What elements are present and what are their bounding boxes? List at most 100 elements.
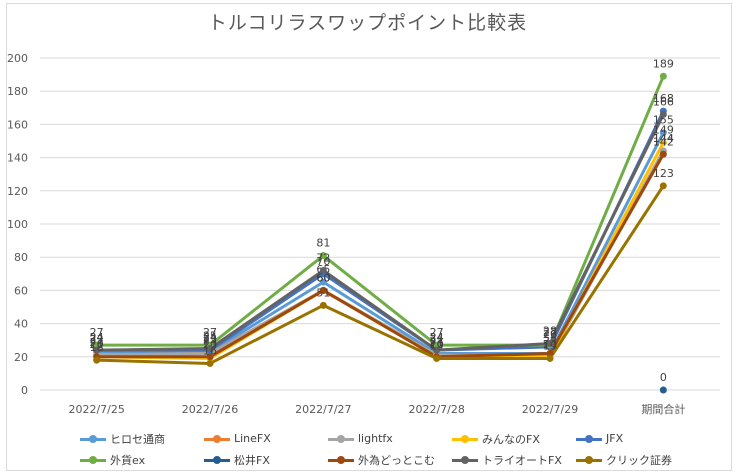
data-label: 20 <box>203 338 217 351</box>
legend-label: lightfx <box>358 432 393 445</box>
data-point[interactable] <box>659 182 667 190</box>
data-point[interactable] <box>93 356 101 364</box>
data-point[interactable] <box>319 278 327 286</box>
legend-swatch <box>576 455 602 465</box>
x-tick-label: 期間合計 <box>641 402 685 416</box>
legend-label: JFX <box>606 432 624 445</box>
data-point[interactable] <box>206 353 214 361</box>
data-point[interactable] <box>546 354 554 362</box>
y-tick-label: 20 <box>14 351 28 364</box>
data-label: 72 <box>316 251 330 264</box>
data-point[interactable] <box>93 346 101 354</box>
y-tick-label: 80 <box>14 251 28 264</box>
data-label: 51 <box>316 286 330 299</box>
series-line <box>96 75 665 347</box>
data-label: 123 <box>653 167 674 180</box>
legend-item[interactable]: JFX <box>576 432 700 445</box>
data-label: 60 <box>316 271 330 284</box>
legend-item[interactable]: みんなのFX <box>452 431 576 447</box>
data-point[interactable] <box>319 252 327 260</box>
data-label: 22 <box>203 334 217 347</box>
data-point[interactable] <box>433 341 441 349</box>
data-label: 27 <box>543 326 557 339</box>
legend-item[interactable]: 外為どっとこむ <box>328 452 452 468</box>
x-tick-label: 2022/7/27 <box>295 403 351 416</box>
legend-item[interactable]: トライオートFX <box>452 452 576 468</box>
data-label: 25 <box>203 330 217 343</box>
legend-label: 外為どっとこむ <box>358 453 435 467</box>
legend-item[interactable]: 松井FX <box>204 452 328 468</box>
data-label: 19 <box>543 339 557 352</box>
legend-item[interactable]: LineFX <box>204 432 328 445</box>
data-label: 24 <box>430 331 444 344</box>
series-line <box>96 153 665 359</box>
legend-row: ヒロセ通商 LineFX lightfx みんなのFX JFX <box>80 428 720 449</box>
y-tick-label: 200 <box>7 52 28 65</box>
data-label: 24 <box>90 331 104 344</box>
data-label: 23 <box>203 333 217 346</box>
data-point[interactable] <box>659 150 667 158</box>
y-tick-label: 120 <box>7 185 28 198</box>
data-label: 142 <box>653 135 674 148</box>
data-point[interactable] <box>659 139 667 147</box>
x-tick-label: 2022/7/28 <box>408 403 464 416</box>
data-point[interactable] <box>659 110 667 118</box>
legend-item[interactable]: ヒロセ通商 <box>80 431 204 447</box>
series-line <box>96 141 665 360</box>
data-point[interactable] <box>659 386 667 394</box>
legend-swatch <box>452 434 478 444</box>
legend-swatch <box>328 434 354 444</box>
data-point[interactable] <box>546 340 554 348</box>
legend-swatch <box>80 434 106 444</box>
data-label: 60 <box>316 271 330 284</box>
data-point[interactable] <box>319 286 327 294</box>
data-label: 168 <box>653 92 674 105</box>
series-line <box>96 150 665 359</box>
y-tick-label: 140 <box>7 152 28 165</box>
y-tick-label: 0 <box>21 384 28 397</box>
legend-label: 松井FX <box>234 453 270 467</box>
data-label: 18 <box>90 341 104 354</box>
legend-swatch <box>204 455 230 465</box>
legend-item[interactable]: クリック証券 <box>576 452 700 468</box>
y-tick-label: 100 <box>7 218 28 231</box>
legend-swatch <box>576 434 602 444</box>
data-point[interactable] <box>659 129 667 137</box>
legend-row: 外貨ex 松井FX 外為どっとこむ トライオートFX クリック証券 <box>80 449 720 470</box>
data-point[interactable] <box>206 345 214 352</box>
legend-swatch <box>328 455 354 465</box>
series-line <box>96 184 665 365</box>
data-label: 60 <box>316 271 330 284</box>
y-tick-label: 180 <box>7 85 28 98</box>
data-point[interactable] <box>206 359 214 367</box>
x-tick-label: 2022/7/25 <box>68 403 124 416</box>
legend-item[interactable]: 外貨ex <box>80 452 204 468</box>
data-label: 22 <box>430 334 444 347</box>
y-tick-label: 60 <box>14 284 28 297</box>
data-label: 24 <box>430 331 444 344</box>
legend-label: みんなのFX <box>482 432 540 446</box>
x-tick-label: 2022/7/29 <box>522 403 578 416</box>
data-label: 24 <box>203 331 217 344</box>
data-point[interactable] <box>93 341 101 349</box>
data-point[interactable] <box>433 354 441 362</box>
x-tick-label: 2022/7/26 <box>182 403 238 416</box>
legend-swatch <box>452 455 478 465</box>
data-label: 155 <box>653 114 674 127</box>
data-point[interactable] <box>319 301 327 309</box>
data-label: 27 <box>203 326 217 339</box>
data-label: 20 <box>90 338 104 351</box>
data-point[interactable] <box>319 266 327 274</box>
data-label: 24 <box>90 331 104 344</box>
data-point[interactable] <box>433 346 441 354</box>
legend-item[interactable]: lightfx <box>328 432 452 445</box>
data-point[interactable] <box>546 349 554 357</box>
data-point[interactable] <box>659 72 667 80</box>
data-label: 22 <box>203 334 217 347</box>
y-tick-label: 160 <box>7 118 28 131</box>
legend-label: ヒロセ通商 <box>110 432 165 446</box>
data-label: 144 <box>653 132 674 145</box>
data-label: 166 <box>653 95 674 108</box>
data-label: 149 <box>653 124 674 137</box>
